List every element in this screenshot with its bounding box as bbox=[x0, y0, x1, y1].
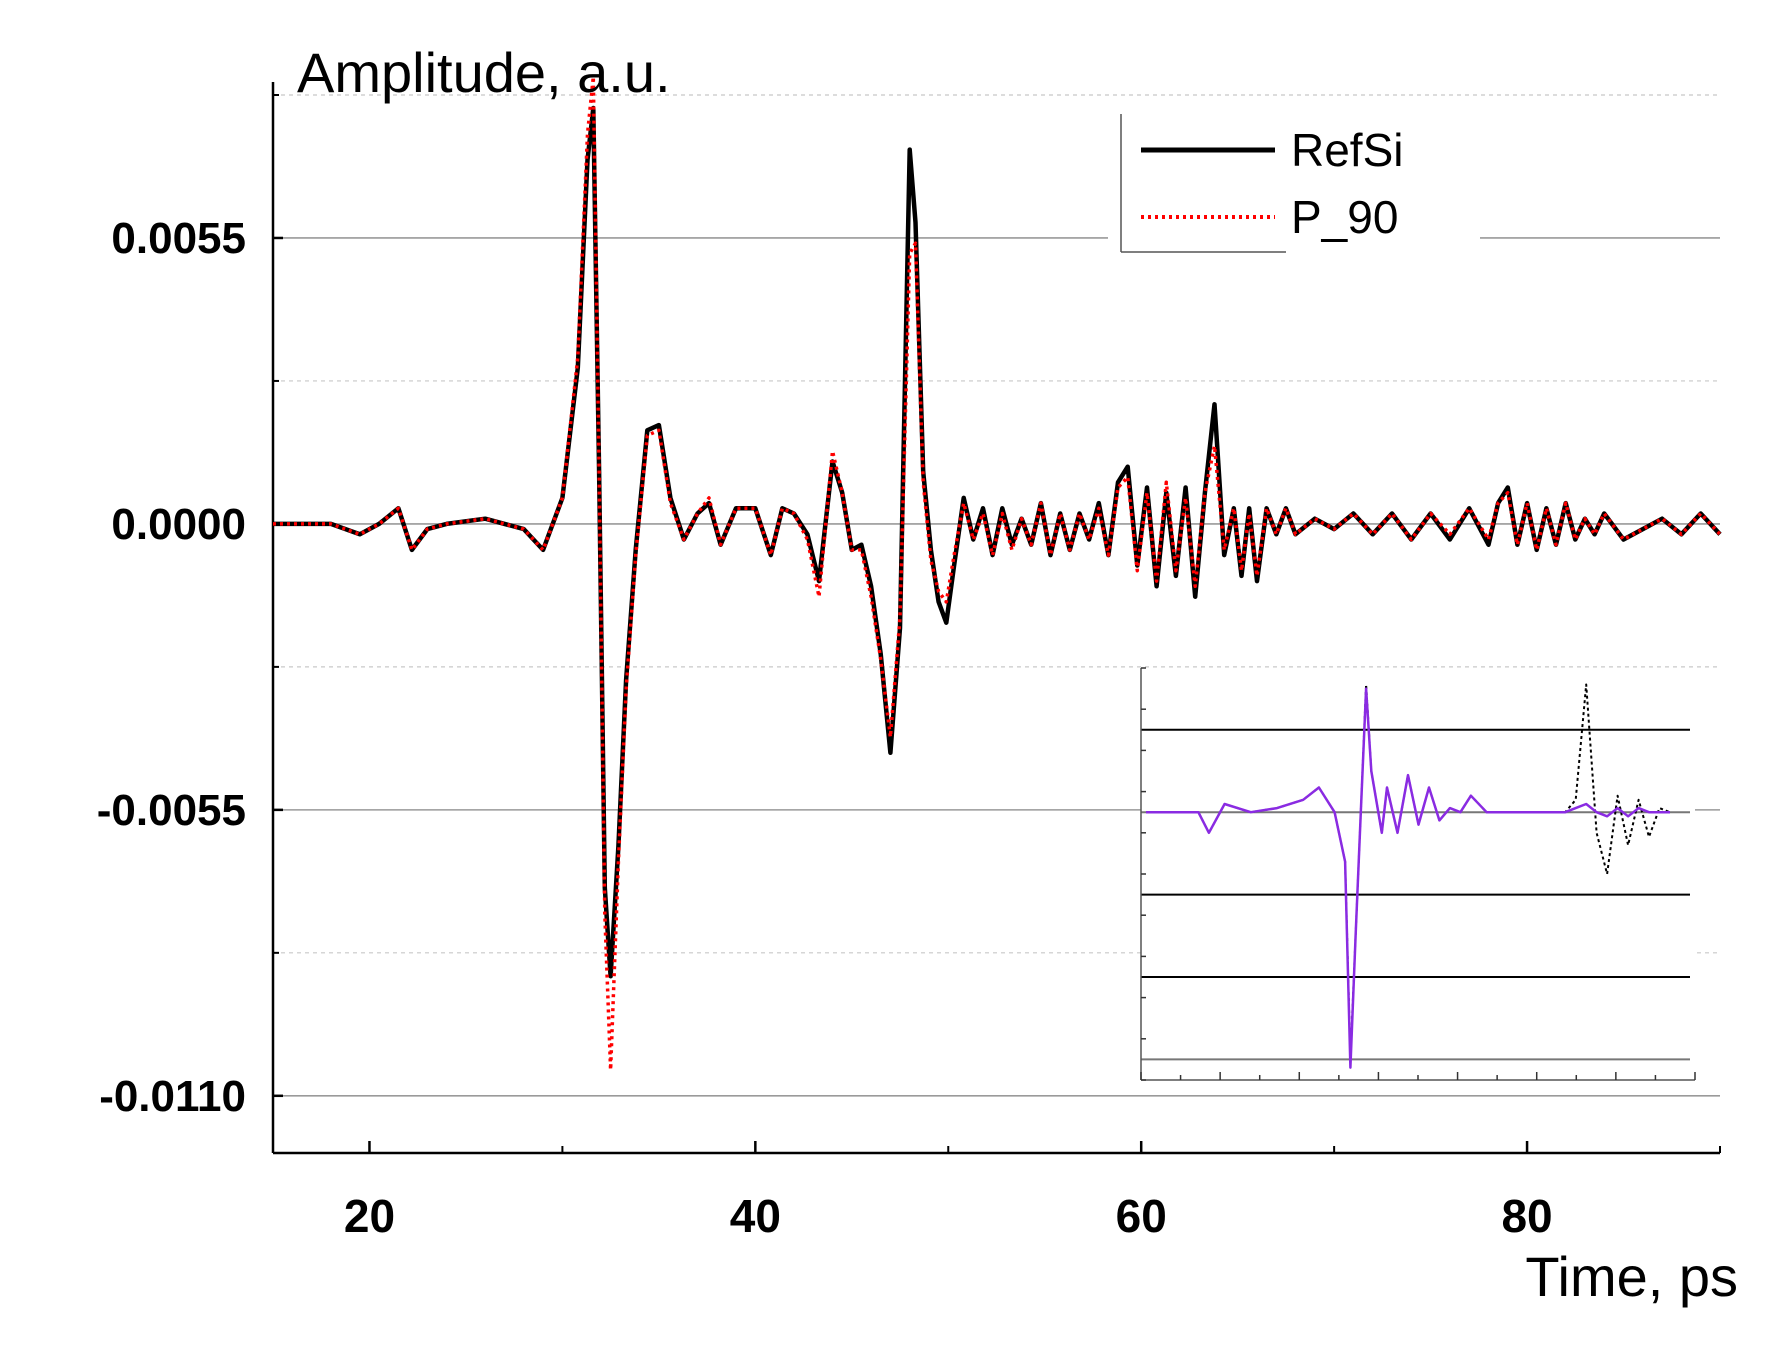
grid-lines bbox=[273, 94, 1720, 1097]
legend-label-refsi: RefSi bbox=[1291, 124, 1403, 176]
y-tick-labels: 0.0055 0.0000 -0.0055 -0.0110 bbox=[97, 214, 246, 1121]
y-tick-label: -0.0110 bbox=[99, 1072, 246, 1121]
legend: RefSi P_90 bbox=[1108, 108, 1480, 256]
data-series bbox=[273, 75, 1722, 1072]
inset-series-line-1 bbox=[1146, 687, 1670, 1069]
x-tick-label: 80 bbox=[1501, 1190, 1552, 1242]
y-tick-label: -0.0055 bbox=[97, 786, 246, 835]
series-line-p90 bbox=[273, 75, 1722, 1072]
x-axis-title: Time, ps bbox=[1525, 1245, 1738, 1308]
y-axis-title: Amplitude, a.u. bbox=[297, 41, 671, 104]
legend-backdrop bbox=[1108, 108, 1480, 256]
y-tick-label: 0.0000 bbox=[111, 500, 246, 549]
inset-background bbox=[1141, 668, 1695, 1080]
legend-label-p90: P_90 bbox=[1291, 191, 1398, 243]
x-tick-label: 40 bbox=[730, 1190, 781, 1242]
axes bbox=[271, 82, 1720, 1155]
inset-chart bbox=[1140, 667, 1696, 1081]
y-tick-label: 0.0055 bbox=[111, 214, 246, 263]
x-tick-labels: 20 40 60 80 bbox=[344, 1190, 1553, 1242]
x-tick-label: 20 bbox=[344, 1190, 395, 1242]
x-tick-label: 60 bbox=[1116, 1190, 1167, 1242]
